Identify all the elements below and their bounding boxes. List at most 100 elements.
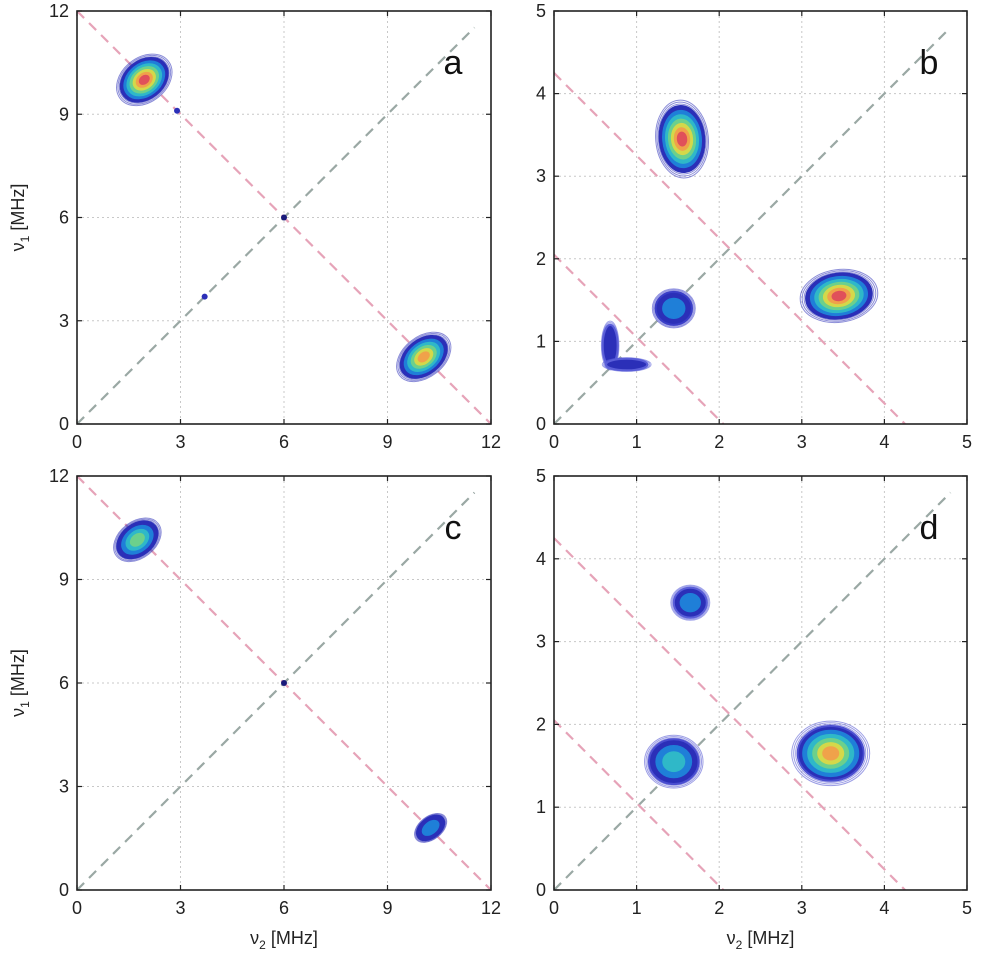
x-tick-label: 1: [632, 432, 642, 452]
contour-line: [398, 334, 449, 380]
peak-2: [281, 680, 287, 686]
peak-1: [414, 812, 448, 843]
peak-0: [116, 53, 173, 107]
peak-4: [601, 357, 652, 372]
contour-line: [396, 331, 452, 383]
peak-2: [791, 720, 871, 787]
x-tick-label: 5: [962, 898, 972, 918]
x-tick-label: 0: [72, 432, 82, 452]
y-tick-label: 9: [59, 570, 69, 590]
peak-1: [799, 268, 879, 324]
panel-label: c: [445, 509, 462, 547]
plot-content: [554, 491, 952, 890]
x-tick-label: 4: [879, 432, 889, 452]
x-tick-label: 5: [962, 432, 972, 452]
y-axis-label: ν1 [MHz]: [8, 184, 32, 252]
contour-line: [117, 54, 172, 105]
contour-level: [679, 593, 701, 613]
antidiagonal-line: [554, 719, 725, 890]
peak-1: [396, 331, 452, 383]
y-tick-label: 3: [59, 777, 69, 797]
contour-line: [799, 268, 879, 324]
x-tick-label: 12: [481, 898, 501, 918]
x-tick-label: 1: [632, 898, 642, 918]
contour-level: [662, 297, 686, 320]
contour-line: [397, 332, 450, 381]
panel-d: 0 1 2 3 4 5 0 1 2 3 4 5 d ν2 [MHz]: [536, 466, 972, 952]
x-tick-label: 3: [797, 898, 807, 918]
contour-line: [671, 585, 710, 620]
y-tick-label: 0: [59, 414, 69, 434]
panel-a: 0 3 6 9 12 0 3 6 9 12 a ν1 [MHz]: [8, 1, 501, 452]
y-tick-label: 1: [536, 797, 546, 817]
panel-label: d: [920, 509, 939, 547]
contour-line: [647, 737, 701, 786]
x-tick-label: 9: [382, 432, 392, 452]
y-tick-label: 5: [536, 1, 546, 21]
y-tick-label: 0: [536, 880, 546, 900]
antidiagonal-line: [554, 253, 725, 424]
contour-line: [414, 813, 447, 843]
axes-frame: [553, 475, 968, 891]
contour-line: [801, 270, 877, 322]
contour-level: [676, 131, 688, 147]
y-tick-label: 6: [59, 208, 69, 228]
peak-1: [644, 734, 704, 789]
contour-line: [645, 736, 703, 788]
panel-label: a: [444, 44, 463, 82]
y-tick-label: 1: [536, 331, 546, 351]
panel-label: b: [920, 44, 939, 82]
contour-level: [662, 751, 686, 773]
contour-line: [655, 99, 709, 179]
contour-level: [605, 357, 649, 372]
diagonal-line: [554, 491, 952, 890]
x-tick-label: 3: [175, 432, 185, 452]
y-tick-label: 12: [49, 466, 69, 486]
contour-level: [421, 819, 440, 836]
y-tick-label: 3: [536, 632, 546, 652]
axes-frame: [553, 10, 968, 425]
peak-dot: [281, 680, 287, 686]
contour-level: [822, 746, 840, 761]
panel-c: 0 3 6 9 12 0 3 6 9 12 c ν2 [MHz] ν1 [MHz]: [8, 466, 501, 952]
contour-line: [118, 56, 170, 104]
peak-0: [113, 517, 162, 563]
contour-line: [795, 723, 867, 783]
x-tick-label: 6: [279, 432, 289, 452]
peak-4: [174, 107, 181, 114]
x-tick-label: 4: [879, 898, 889, 918]
y-tick-label: 12: [49, 1, 69, 21]
x-tick-label: 0: [549, 898, 559, 918]
peak-2: [281, 214, 287, 221]
y-tick-label: 4: [536, 84, 546, 104]
y-tick-label: 3: [536, 166, 546, 186]
y-tick-label: 2: [536, 249, 546, 269]
contour-line: [414, 812, 448, 843]
diagonal-line: [77, 26, 476, 424]
x-axis-label: ν2 [MHz]: [250, 928, 318, 952]
contour-line: [656, 101, 708, 177]
y-tick-label: 5: [536, 466, 546, 486]
antidiagonal-line: [554, 72, 906, 424]
panel-b: 0 1 2 3 4 5 0 1 2 3 4 5 b: [536, 1, 972, 452]
plot-content: [554, 26, 952, 424]
antidiagonal-line: [554, 537, 906, 890]
x-tick-label: 0: [72, 898, 82, 918]
contour-line: [116, 53, 173, 107]
contour-level: [129, 532, 145, 547]
x-tick-label: 3: [797, 432, 807, 452]
peak-0: [670, 584, 711, 621]
peak-0: [655, 99, 709, 179]
peak-dot: [174, 107, 181, 114]
x-tick-label: 9: [382, 898, 392, 918]
x-tick-label: 0: [549, 432, 559, 452]
peak-2: [651, 288, 696, 329]
y-axis-label: ν1 [MHz]: [8, 649, 32, 717]
plot-content: [77, 476, 491, 890]
contour-line: [793, 722, 869, 785]
y-tick-label: 6: [59, 673, 69, 693]
x-tick-label: 3: [175, 898, 185, 918]
contour-line: [652, 289, 695, 328]
y-tick-label: 0: [536, 414, 546, 434]
